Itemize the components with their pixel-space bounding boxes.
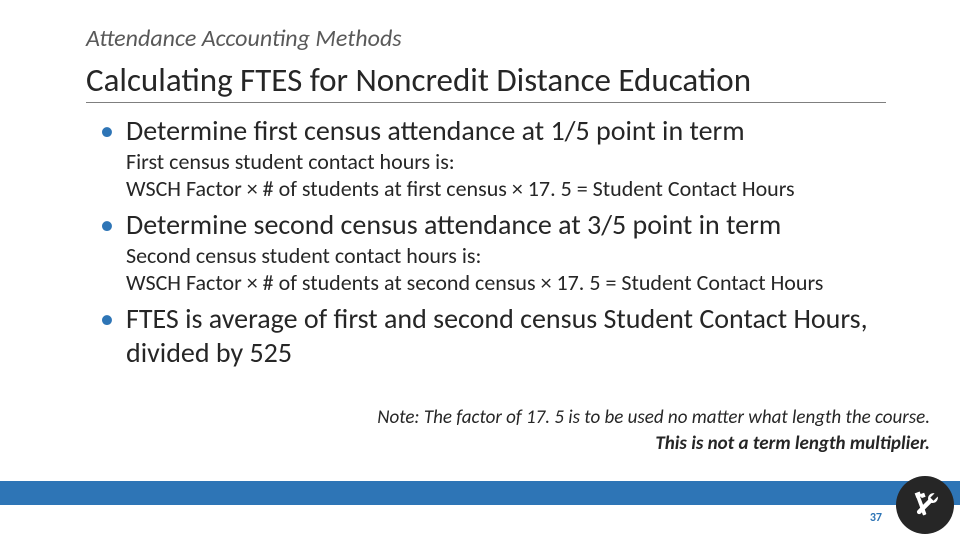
- bullet-icon: •: [86, 114, 126, 148]
- list-item: • FTES is average of first and second ce…: [86, 302, 926, 370]
- tools-icon-svg: [908, 488, 942, 522]
- list-item: • Determine first census attendance at 1…: [86, 114, 926, 202]
- page-number: 37: [870, 511, 882, 525]
- bullet-text: FTES is average of first and second cens…: [126, 302, 926, 370]
- bullet-text: Determine first census attendance at 1/5…: [126, 114, 745, 148]
- note-line-strong: This is not a term length multiplier.: [230, 431, 930, 457]
- sub-text: WSCH Factor × # of students at first cen…: [126, 175, 926, 202]
- kicker-text: Attendance Accounting Methods: [86, 24, 402, 53]
- bullet-list: • Determine first census attendance at 1…: [86, 114, 926, 370]
- note-block: Note: The factor of 17. 5 is to be used …: [230, 405, 930, 457]
- sub-text: Second census student contact hours is:: [126, 242, 926, 269]
- tools-icon: [896, 476, 954, 534]
- bullet-text: Determine second census attendance at 3/…: [126, 208, 781, 242]
- list-item: • Determine second census attendance at …: [86, 208, 926, 296]
- bullet-icon: •: [86, 302, 126, 336]
- page-title: Calculating FTES for Noncredit Distance …: [86, 60, 886, 103]
- slide: Attendance Accounting Methods Calculatin…: [0, 0, 960, 540]
- bullet-icon: •: [86, 208, 126, 242]
- sub-text: WSCH Factor × # of students at second ce…: [126, 269, 926, 296]
- note-line: Note: The factor of 17. 5 is to be used …: [230, 405, 930, 431]
- footer-bar: [0, 481, 960, 505]
- content-area: • Determine first census attendance at 1…: [86, 112, 926, 370]
- sub-text: First census student contact hours is:: [126, 148, 926, 175]
